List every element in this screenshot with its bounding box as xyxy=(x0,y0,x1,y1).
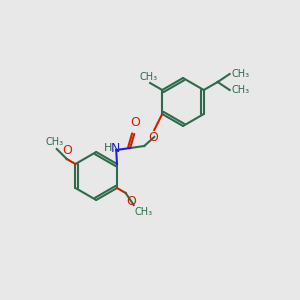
Text: O: O xyxy=(62,144,72,157)
Text: CH₃: CH₃ xyxy=(46,137,64,147)
Text: CH₃: CH₃ xyxy=(135,207,153,217)
Text: CH₃: CH₃ xyxy=(232,85,250,95)
Text: O: O xyxy=(130,116,140,129)
Text: O: O xyxy=(127,195,136,208)
Text: H: H xyxy=(104,143,112,153)
Text: CH₃: CH₃ xyxy=(232,69,250,79)
Text: O: O xyxy=(148,131,158,144)
Text: CH₃: CH₃ xyxy=(139,72,157,82)
Text: N: N xyxy=(110,142,120,155)
